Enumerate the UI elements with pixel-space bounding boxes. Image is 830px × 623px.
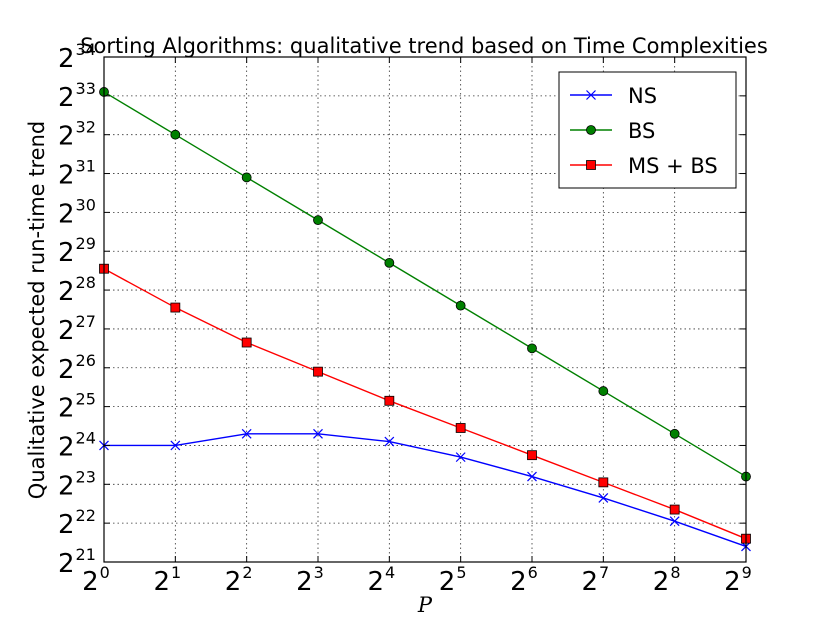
legend-label-2: MS + BS bbox=[628, 154, 718, 178]
data-point-1 bbox=[527, 343, 537, 354]
y-tick-label: 226 bbox=[58, 351, 96, 385]
data-point-1 bbox=[669, 428, 680, 439]
data-point-2 bbox=[384, 395, 395, 406]
data-point-2 bbox=[669, 504, 680, 515]
data-point-0 bbox=[669, 516, 680, 527]
y-tick-label: 232 bbox=[58, 118, 96, 152]
x-tick-label: 21 bbox=[153, 563, 181, 597]
series-line-2 bbox=[103, 268, 747, 540]
plot-frame bbox=[103, 56, 747, 563]
x-tick-label: 29 bbox=[724, 563, 752, 597]
data-point-1 bbox=[170, 129, 181, 140]
x-tick-label: 23 bbox=[296, 563, 324, 597]
x-tick-label: 28 bbox=[653, 563, 681, 597]
data-point-1 bbox=[313, 215, 323, 226]
y-tick-label: 233 bbox=[58, 79, 96, 113]
x-tick-label: 24 bbox=[367, 563, 395, 597]
data-point-2 bbox=[598, 477, 609, 488]
legend-label-1: BS bbox=[628, 119, 655, 143]
y-tick-label: 229 bbox=[58, 234, 96, 268]
data-point-0 bbox=[241, 428, 252, 439]
y-tick-label: 234 bbox=[58, 40, 96, 74]
data-point-1 bbox=[455, 300, 466, 311]
y-tick-label: 231 bbox=[58, 157, 96, 191]
data-point-2 bbox=[313, 366, 323, 377]
data-point-0 bbox=[384, 436, 395, 447]
series-line-1 bbox=[103, 91, 747, 478]
x-tick-label: 20 bbox=[82, 563, 110, 597]
data-point-1 bbox=[384, 257, 395, 268]
legend-marker-0 bbox=[586, 90, 596, 100]
data-point-2 bbox=[241, 337, 252, 348]
data-point-2 bbox=[527, 450, 537, 461]
series-layer bbox=[99, 87, 751, 552]
chart-title: Sorting Algorithms: qualitative trend ba… bbox=[80, 34, 768, 58]
y-tick-label: 222 bbox=[58, 506, 96, 540]
data-point-1 bbox=[241, 172, 252, 183]
legend-marker-1 bbox=[586, 125, 596, 135]
y-tick-label: 230 bbox=[58, 195, 96, 229]
y-tick-label: 223 bbox=[58, 467, 96, 501]
legend: NS BS MS + BS bbox=[558, 71, 737, 189]
data-point-2 bbox=[170, 302, 181, 313]
x-tick-label: 27 bbox=[581, 563, 609, 597]
data-point-0 bbox=[313, 428, 323, 439]
y-tick-label: 227 bbox=[58, 312, 96, 346]
axis-ticks: 20 21 22 23 24 25 26 27 28 29 221 222 223 224 225 226 22… bbox=[58, 40, 752, 597]
data-point-0 bbox=[527, 471, 537, 482]
y-tick-label: 224 bbox=[58, 428, 96, 462]
data-point-0 bbox=[455, 452, 466, 463]
data-point-2 bbox=[455, 423, 466, 433]
data-point-1 bbox=[598, 386, 609, 396]
legend-marker-2 bbox=[586, 160, 596, 170]
y-tick-label: 228 bbox=[58, 273, 96, 307]
x-axis-label: P bbox=[417, 593, 433, 617]
y-tick-label: 221 bbox=[58, 545, 96, 579]
y-tick-label: 225 bbox=[58, 390, 96, 424]
x-tick-label: 26 bbox=[510, 563, 538, 597]
legend-label-0: NS bbox=[628, 84, 657, 108]
x-tick-label: 25 bbox=[439, 563, 467, 597]
x-tick-label: 22 bbox=[225, 563, 253, 597]
data-point-0 bbox=[170, 440, 181, 451]
series-line-0 bbox=[104, 433, 747, 548]
data-point-0 bbox=[598, 492, 609, 503]
y-axis-label: Qualitative expected run-time trend bbox=[25, 121, 49, 499]
